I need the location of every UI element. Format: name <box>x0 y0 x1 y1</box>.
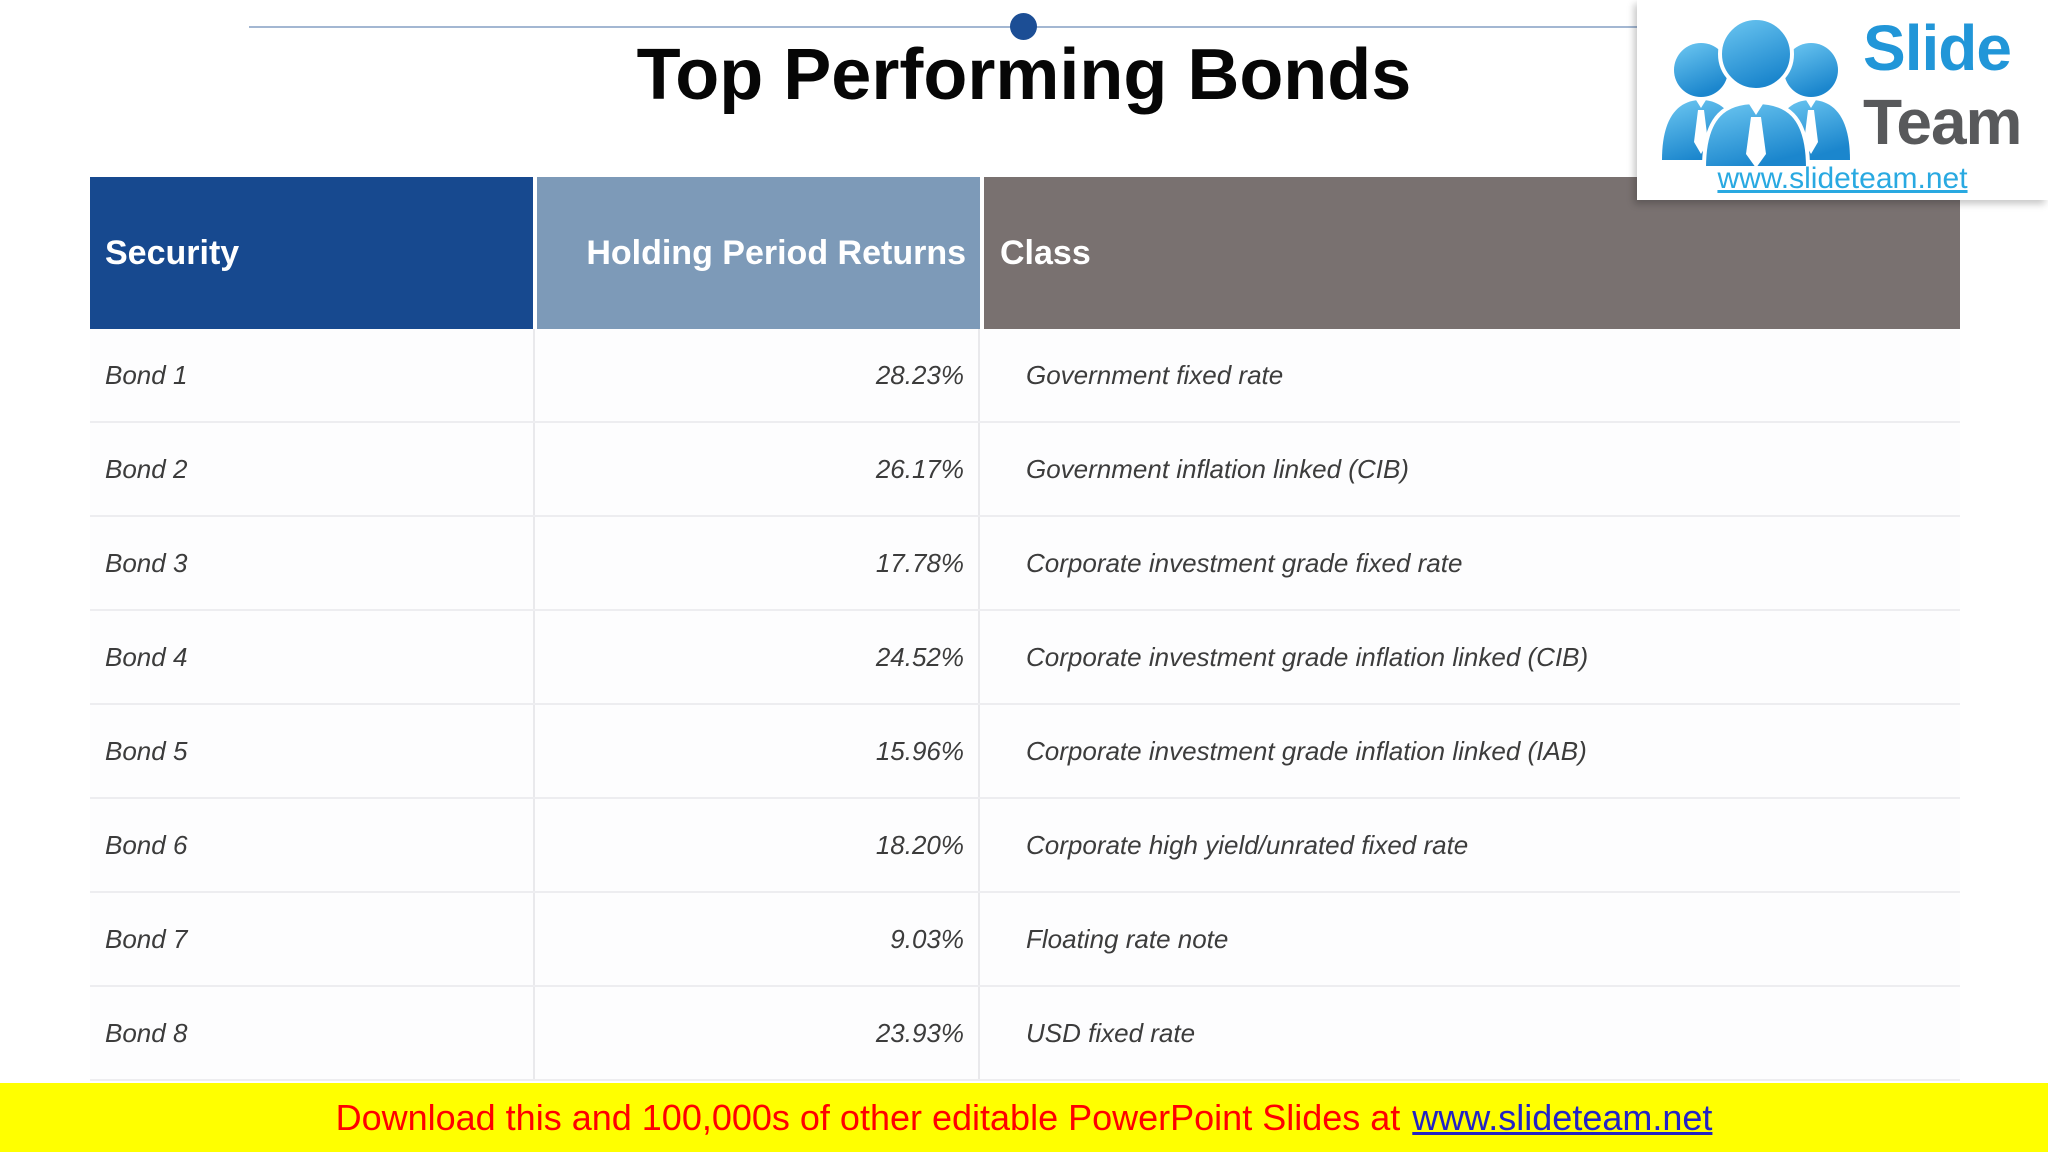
class-cell: Government inflation linked (CIB) <box>1026 453 1409 484</box>
class-cell: Government fixed rate <box>1026 359 1284 390</box>
security-cell: Bond 8 <box>90 987 535 1079</box>
class-cell: Corporate high yield/unrated fixed rate <box>1026 829 1469 860</box>
table-body: Bond 1 28.23% Government fixed rate Bond… <box>90 329 1960 1081</box>
table-row: Bond 8 23.93% USD fixed rate <box>90 987 1960 1081</box>
person-middle <box>1701 16 1811 170</box>
class-cell: Corporate investment grade fixed rate <box>1026 547 1463 578</box>
class-cell: Corporate investment grade inflation lin… <box>1026 641 1589 672</box>
class-cell: Floating rate note <box>1026 923 1229 954</box>
class-cell: USD fixed rate <box>1026 1017 1196 1048</box>
security-cell: Bond 6 <box>90 799 535 891</box>
returns-cell: 18.20% <box>535 799 980 891</box>
returns-cell: 9.03% <box>535 893 980 985</box>
table-row: Bond 1 28.23% Government fixed rate <box>90 329 1960 423</box>
table-row: Bond 6 18.20% Corporate high yield/unrat… <box>90 799 1960 893</box>
download-banner: Download this and 100,000s of other edit… <box>0 1083 2048 1152</box>
people-icon <box>1662 16 1850 170</box>
returns-cell: 17.78% <box>535 517 980 609</box>
security-cell: Bond 3 <box>90 517 535 609</box>
bonds-table: Security Holding Period Returns Class Bo… <box>90 177 1960 1081</box>
security-cell: Bond 7 <box>90 893 535 985</box>
returns-cell: 26.17% <box>535 423 980 515</box>
table-row: Bond 7 9.03% Floating rate note <box>90 893 1960 987</box>
header-holding-period-returns: Holding Period Returns <box>537 177 980 329</box>
security-cell: Bond 1 <box>90 329 535 421</box>
banner-message: Download this and 100,000s of other edit… <box>335 1096 1401 1138</box>
brand-team: Team <box>1863 86 2022 158</box>
brand-slide: Slide <box>1863 16 2048 200</box>
banner-website-link[interactable]: www.slideteam.net <box>1412 1096 1713 1138</box>
table-row: Bond 5 15.96% Corporate investment grade… <box>90 705 1960 799</box>
header-security: Security <box>90 177 533 329</box>
slideteam-logo: Slide Team www.slideteam.net <box>1637 0 2048 200</box>
table-row: Bond 3 17.78% Corporate investment grade… <box>90 517 1960 611</box>
security-cell: Bond 2 <box>90 423 535 515</box>
class-cell: Corporate investment grade inflation lin… <box>1026 735 1587 766</box>
security-cell: Bond 5 <box>90 705 535 797</box>
title-divider-dot <box>1010 13 1037 40</box>
security-cell: Bond 4 <box>90 611 535 703</box>
page-title: Top Performing Bonds <box>636 35 1412 115</box>
title-divider-line <box>249 26 1640 28</box>
returns-cell: 24.52% <box>535 611 980 703</box>
table-header-row: Security Holding Period Returns Class <box>90 177 1960 329</box>
returns-cell: 15.96% <box>535 705 980 797</box>
returns-cell: 28.23% <box>535 329 980 421</box>
table-row: Bond 2 26.17% Government inflation linke… <box>90 423 1960 517</box>
returns-cell: 23.93% <box>535 987 980 1079</box>
table-row: Bond 4 24.52% Corporate investment grade… <box>90 611 1960 705</box>
logo-website-link[interactable]: www.slideteam.net <box>1717 162 1968 195</box>
header-class: Class <box>984 177 1960 329</box>
